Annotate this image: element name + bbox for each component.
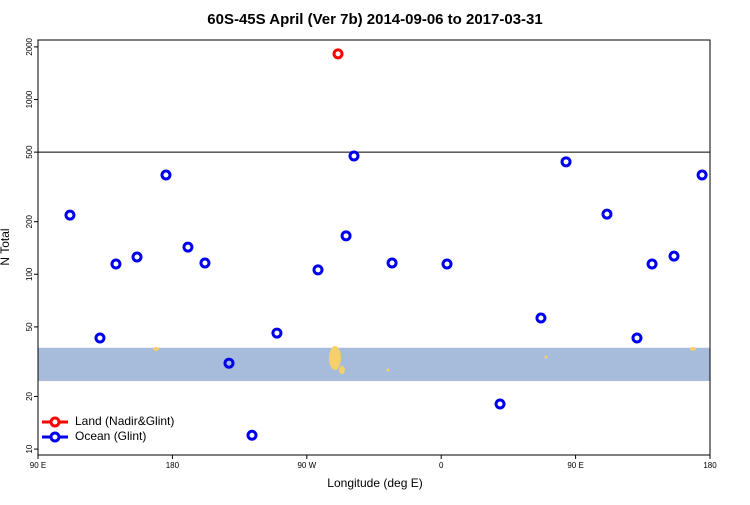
chart-title: 60S-45S April (Ver 7b) 2014-09-06 to 201… (207, 11, 542, 28)
y-tick-label: 10 (25, 444, 34, 453)
data-point (110, 258, 122, 270)
y-tick-label: 2000 (25, 37, 34, 55)
legend-label: Ocean (Glint) (75, 429, 146, 443)
x-tick-label: 0 (439, 461, 444, 470)
y-axis-label: N Total (0, 228, 12, 265)
data-point (348, 150, 360, 162)
plot-frame (37, 39, 711, 456)
x-tick-label: 90 E (567, 461, 583, 470)
x-tick-label: 180 (703, 461, 717, 470)
x-axis-label: Longitude (deg E) (327, 476, 422, 490)
data-point (312, 264, 324, 276)
legend-marker (49, 431, 61, 443)
data-point (696, 169, 708, 181)
land-shape (690, 347, 696, 351)
y-tick-label: 200 (25, 214, 34, 228)
x-tick-label: 180 (166, 461, 180, 470)
data-point (332, 48, 344, 60)
y-tick-label: 50 (25, 322, 34, 331)
data-point (646, 258, 658, 270)
legend-label: Land (Nadir&Glint) (75, 414, 174, 428)
band (38, 347, 710, 382)
data-point (160, 169, 172, 181)
data-point (199, 257, 211, 269)
data-point (131, 251, 143, 263)
data-point (94, 332, 106, 344)
data-point (494, 398, 506, 410)
land-shape (153, 347, 159, 351)
land-shape (339, 366, 345, 374)
x-tick-label: 90 E (30, 461, 46, 470)
data-point (631, 332, 643, 344)
y-tick-label: 500 (25, 145, 34, 159)
land-shape (386, 368, 390, 372)
x-tick-label: 90 W (297, 461, 316, 470)
data-point (386, 257, 398, 269)
land-shape (544, 355, 548, 359)
data-point (271, 327, 283, 339)
data-point (223, 357, 235, 369)
data-point (601, 208, 613, 220)
legend-marker (49, 416, 61, 428)
data-point (441, 258, 453, 270)
y-tick-label: 100 (25, 267, 34, 281)
y-tick-label: 1000 (25, 90, 34, 108)
data-point (64, 209, 76, 221)
data-point (246, 429, 258, 441)
land-shape (329, 346, 341, 370)
data-point (535, 312, 547, 324)
data-point (182, 241, 194, 253)
data-point (668, 250, 680, 262)
data-point (560, 156, 572, 168)
y-tick-label: 20 (25, 391, 34, 400)
data-point (340, 230, 352, 242)
